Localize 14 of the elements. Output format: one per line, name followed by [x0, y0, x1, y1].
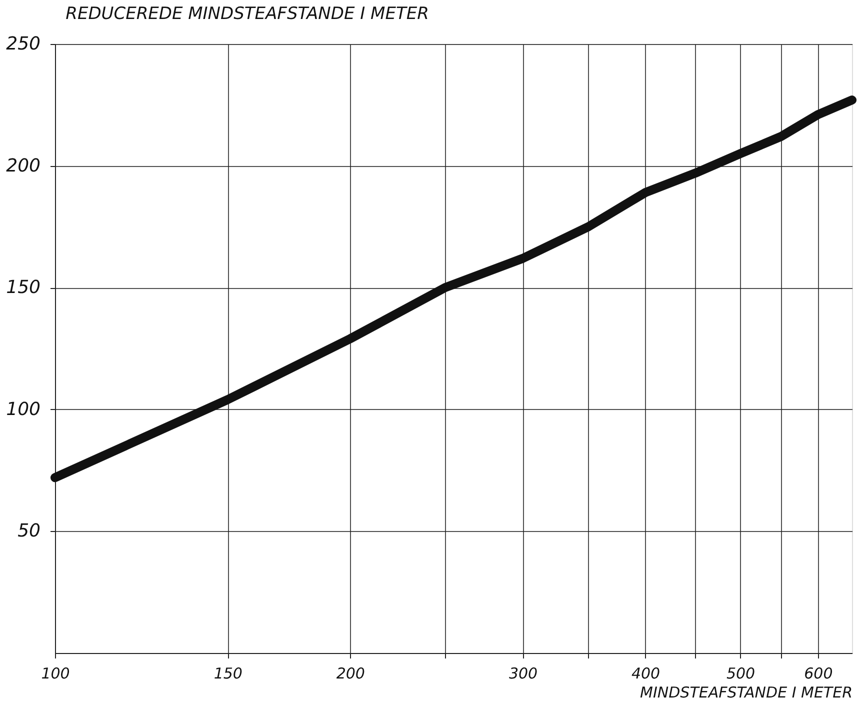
- y-tick-label: 150: [6, 277, 40, 298]
- x-tick-label: 300: [508, 664, 538, 682]
- y-tick-label: 250: [6, 34, 40, 54]
- x-tick-label: 200: [336, 664, 365, 682]
- x-tick-label: 500: [726, 664, 756, 682]
- x-tick-label: 150: [214, 664, 242, 682]
- y-tick-label: 200: [6, 155, 40, 176]
- x-axis-title: MINDSTEAFSTANDE I METER: [640, 684, 852, 702]
- x-tick-label: 100: [41, 664, 70, 682]
- y-tick-label: 100: [6, 398, 40, 420]
- x-tick-label: 600: [804, 664, 833, 682]
- y-tick-label: 50: [18, 520, 40, 542]
- chart-title: REDUCEREDE MINDSTEAFSTANDE I METER: [66, 4, 429, 24]
- x-tick-label: 400: [631, 664, 660, 682]
